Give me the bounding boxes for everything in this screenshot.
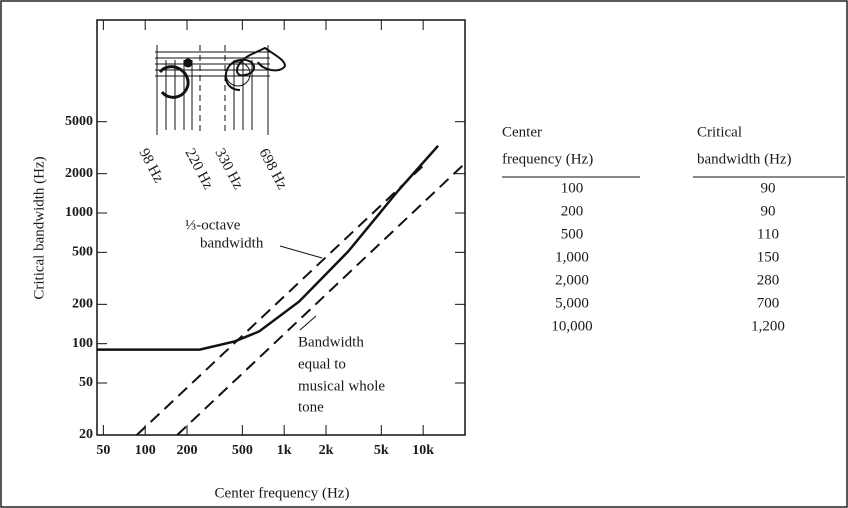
x-tick-label: 50 [96, 443, 110, 458]
x-tick-label: 1k [277, 443, 292, 458]
annotation: ⅓-octave [185, 217, 241, 233]
x-tick-label: 2k [319, 443, 334, 458]
x-tick-label: 100 [135, 443, 156, 458]
y-tick-label: 200 [72, 297, 93, 312]
table-cell: 110 [757, 226, 779, 242]
annotation: musical whole [298, 378, 385, 394]
annotation: Bandwidth [298, 334, 364, 350]
x-axis-label: Center frequency (Hz) [215, 485, 350, 501]
table-cell: 2,000 [555, 272, 589, 288]
inset-label: 698 Hz [255, 146, 290, 192]
y-tick-label: 100 [72, 336, 93, 351]
table-cell: 280 [757, 272, 780, 288]
annotation-leader [279, 245, 323, 259]
y-tick-label: 2000 [65, 166, 93, 181]
y-tick-label: 50 [79, 375, 93, 390]
plot-frame [96, 19, 466, 436]
x-tick-label: 5k [374, 443, 389, 458]
table-cell: 1,000 [555, 249, 589, 265]
inset-label: 330 Hz [211, 146, 246, 192]
y-axis-label: Critical bandwidth (Hz) [31, 156, 47, 299]
annotation: bandwidth [200, 235, 264, 251]
table-cell: 150 [757, 249, 780, 265]
annotation: equal to [298, 356, 346, 372]
table-cell: 500 [561, 226, 584, 242]
table-header: Critical [697, 124, 742, 140]
table-cell: 100 [561, 180, 584, 196]
table-cell: 700 [757, 295, 780, 311]
inset-staff [155, 45, 287, 135]
inset-label: 98 Hz [135, 146, 166, 186]
y-tick-label: 1000 [65, 205, 93, 220]
y-tick-label: 500 [72, 245, 93, 260]
table-cell: 200 [561, 203, 584, 219]
table-cell: 10,000 [551, 318, 592, 334]
table-cell: 90 [761, 180, 776, 196]
table-cell: 5,000 [555, 295, 589, 311]
annotation: tone [298, 399, 324, 415]
series-line [176, 162, 466, 436]
annotation-leader [299, 315, 317, 331]
table-cell: 90 [761, 203, 776, 219]
table-cell: 1,200 [751, 318, 785, 334]
y-tick-label: 5000 [65, 114, 93, 129]
x-tick-label: 200 [177, 443, 198, 458]
table-header: frequency (Hz) [502, 151, 593, 167]
inset-label: 220 Hz [181, 146, 216, 192]
inset-labels: 98 Hz 220 Hz 330 Hz 698 Hz [135, 146, 290, 192]
table-header: Center [502, 124, 542, 140]
series-line [136, 165, 424, 436]
series-line [97, 144, 439, 351]
x-tick-label: 10k [412, 443, 434, 458]
table-header: bandwidth (Hz) [697, 151, 792, 167]
y-tick-label: 20 [79, 427, 93, 442]
x-tick-label: 500 [232, 443, 253, 458]
